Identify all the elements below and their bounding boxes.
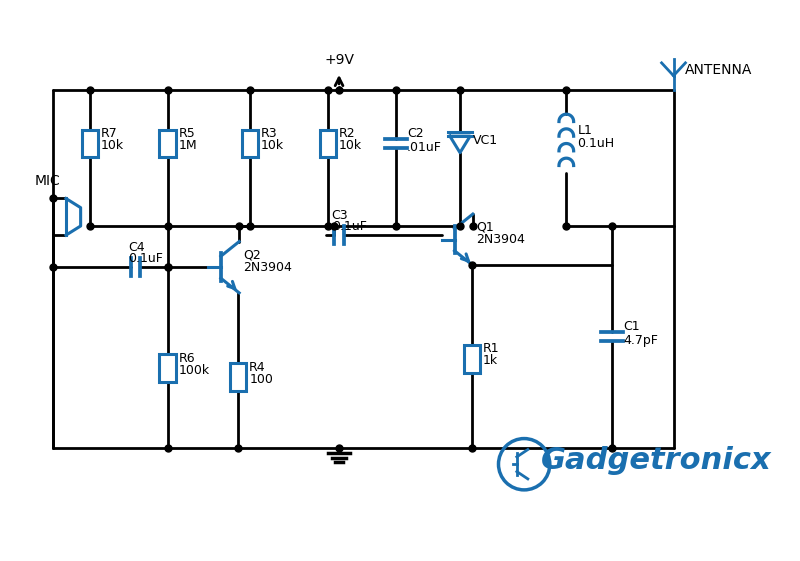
Text: C3: C3 [332,209,348,222]
Bar [320,130,336,157]
Text: ANTENNA: ANTENNA [685,63,752,77]
Text: 2N3904: 2N3904 [477,233,526,246]
Text: 100k: 100k [178,364,210,376]
Text: Q2: Q2 [243,248,261,261]
Text: 2N3904: 2N3904 [243,261,292,274]
Text: 100: 100 [250,373,273,385]
Text: 0.1uH: 0.1uH [578,137,614,150]
Text: Gadgetronicx: Gadgetronicx [541,446,771,475]
Bar [230,364,246,391]
Text: R7: R7 [101,127,118,140]
Text: 10k: 10k [101,139,124,152]
Text: 0.1uF: 0.1uF [332,220,366,233]
Text: C1: C1 [623,320,640,333]
Bar [464,345,480,373]
Text: R5: R5 [178,127,195,140]
Text: 1M: 1M [178,139,198,152]
Text: L1: L1 [578,125,592,137]
Text: 0.1uF: 0.1uF [128,252,163,265]
Text: R6: R6 [178,352,195,365]
Text: R3: R3 [261,127,278,140]
Text: 4.7pF: 4.7pF [623,334,658,347]
Bar [242,130,258,157]
Bar [159,354,176,381]
Bar [82,130,98,157]
Text: 10k: 10k [261,139,284,152]
Text: C2: C2 [407,127,423,140]
Text: R2: R2 [339,127,356,140]
Text: R1: R1 [483,342,499,356]
Text: 1k: 1k [483,355,498,367]
Text: C4: C4 [128,241,145,254]
Bar [159,130,176,157]
Text: Q1: Q1 [477,220,494,233]
Text: 10k: 10k [339,139,362,152]
Text: .01uF: .01uF [407,141,442,154]
Text: +9V: +9V [324,53,354,67]
Text: MIC: MIC [35,174,61,188]
Text: VC1: VC1 [473,134,498,146]
Text: R4: R4 [250,361,266,374]
